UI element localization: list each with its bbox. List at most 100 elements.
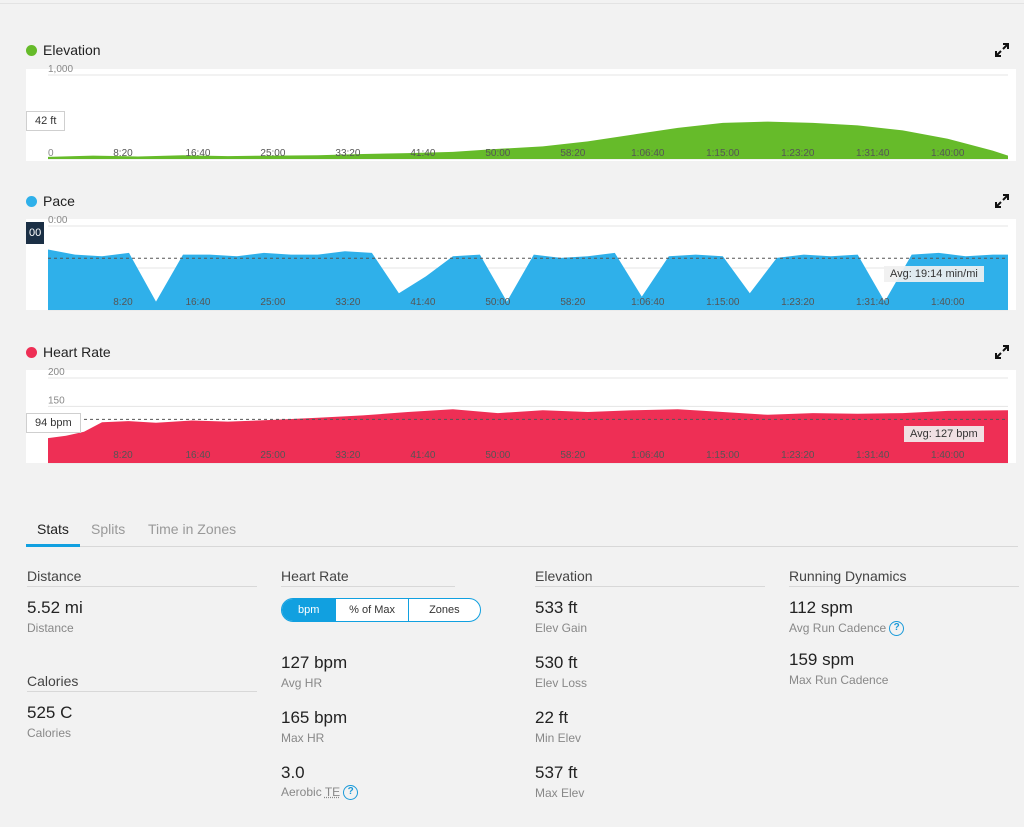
x-tick-label: 1:40:00 [931, 297, 965, 308]
expand-icon[interactable] [994, 42, 1010, 58]
x-tick-label: 50:00 [485, 450, 510, 461]
x-tick-label: 1:23:20 [781, 148, 815, 159]
x-tick-label: 58:20 [560, 148, 585, 159]
elevation-header: Elevation [26, 40, 1016, 62]
x-tick-label: 16:40 [185, 148, 210, 159]
heart-rate-plot-area[interactable]: 200150508:2016:4025:0033:2041:4050:0058:… [26, 367, 1016, 464]
x-tick-label: 8:20 [113, 297, 133, 308]
series-area [48, 121, 1008, 159]
x-tick-label: 58:20 [560, 297, 585, 308]
min-elev-label: Min Elev [535, 731, 582, 745]
aerobic-te-abbr: TE [324, 785, 341, 799]
elevation-svg: 1,000 0 8:20 16:40 25:00 33:20 41:40 50:00 58:20… [48, 64, 1008, 160]
elevation-tooltip: 42 ft [26, 111, 66, 131]
min-elev-value: 22 ft [535, 708, 569, 727]
x-tick-label: 25:00 [260, 297, 285, 308]
y-tick-label: 1,000 [48, 64, 73, 75]
x-tick-label: 1:15:00 [706, 297, 740, 308]
y-tick-label: 0:00 [48, 215, 68, 226]
pace-title: Pace [43, 193, 75, 209]
x-tick-label: 1:06:40 [631, 450, 665, 461]
max-hr-value: 165 bpm [281, 708, 348, 727]
max-cadence-value: 159 spm [789, 650, 855, 670]
x-tick-label: 16:40 [185, 450, 210, 461]
active-tab-indicator [26, 544, 80, 547]
pace-legend-dot [26, 196, 37, 207]
hr-unit-zones-option[interactable]: Zones [407, 599, 480, 621]
elevation-chart: Elevation 1,000 0 8:20 16:40 25:00 33:20 41:40… [26, 40, 1016, 161]
y-tick-label: 200 [48, 367, 65, 378]
distance-label: Distance [27, 621, 74, 635]
distance-header: Distance [27, 568, 257, 587]
x-tick-label: 8:20 [113, 148, 133, 159]
avg-hr-label: Avg HR [281, 676, 323, 690]
heart-rate-stats-header: Heart Rate [281, 568, 455, 587]
distance-value: 5.52 mi [27, 598, 83, 617]
x-tick-label: 41:40 [410, 450, 435, 461]
series-area [48, 249, 1008, 310]
avg-cadence-label: Avg Run Cadence? [789, 621, 1019, 637]
top-divider [0, 3, 1024, 4]
elevation-plot-area[interactable]: 1,000 0 8:20 16:40 25:00 33:20 41:40 50:00 58:20… [26, 64, 1016, 161]
help-icon[interactable]: ? [343, 785, 359, 801]
elevation-stats-header: Elevation [535, 568, 765, 587]
y-tick-label: 150 [48, 395, 65, 406]
heart-rate-header: Heart Rate [26, 342, 1016, 364]
heart-rate-svg: 200150508:2016:4025:0033:2041:4050:0058:… [48, 367, 1008, 464]
hr-unit-percent-max-option[interactable]: % of Max [335, 599, 407, 621]
hr-unit-bpm-option[interactable]: bpm [282, 599, 336, 621]
avg-cadence-value: 112 spm [789, 598, 853, 617]
pace-svg: 0:0025:0050:008:2016:4025:0033:2041:4050… [48, 215, 1008, 311]
heart-rate-stats-column: Heart Rate bpm % of Max Zones 127 bpm Av… [281, 568, 481, 801]
max-elev-value: 537 ft [535, 763, 578, 782]
elevation-legend-dot [26, 45, 37, 56]
pace-average-label: Avg: 19:14 min/mi [884, 266, 984, 282]
x-tick-label: 1:15:00 [706, 450, 740, 461]
tab-splits[interactable]: Splits [91, 521, 126, 537]
avg-hr-value: 127 bpm [281, 653, 348, 672]
x-tick-label: 41:40 [410, 148, 435, 159]
x-tick-label: 41:40 [410, 297, 435, 308]
elev-gain-label: Elev Gain [535, 621, 588, 635]
x-tick-label: 50:00 [485, 148, 510, 159]
calories-header: Calories [27, 673, 257, 692]
elevation-stats-column: Elevation 533 ft Elev Gain 530 ft Elev L… [535, 568, 765, 800]
x-tick-label: 25:00 [260, 148, 285, 159]
expand-icon[interactable] [994, 344, 1010, 360]
elev-gain-value: 533 ft [535, 598, 578, 617]
heart-rate-title: Heart Rate [43, 344, 111, 360]
x-tick-label: 50:00 [485, 297, 510, 308]
x-tick-label: 1:23:20 [781, 297, 815, 308]
aerobic-te-label-prefix: Aerobic [281, 785, 325, 799]
tab-time-in-zones[interactable]: Time in Zones [148, 521, 237, 537]
pace-plot-area[interactable]: 0:0025:0050:008:2016:4025:0033:2041:4050… [26, 215, 1016, 311]
x-tick-label: 16:40 [185, 297, 210, 308]
pace-tooltip: 00 [26, 222, 45, 244]
distance-column: Distance 5.52 mi Distance Calories 525 C… [27, 568, 257, 740]
running-dynamics-column: Running Dynamics 112 spm Avg Run Cadence… [789, 568, 1019, 687]
aerobic-te-label: Aerobic TE? [281, 785, 455, 801]
stats-tab-bar: Stats Splits Time in Zones [26, 515, 1018, 547]
elev-loss-value: 530 ft [535, 653, 578, 672]
pace-header: Pace [26, 191, 1016, 213]
max-cadence-label: Max Run Cadence [789, 673, 889, 688]
max-hr-label: Max HR [281, 731, 325, 745]
calories-value: 525 C [27, 703, 73, 722]
heart-rate-chart: Heart Rate 200150508:2016:4025:0033:2041… [26, 342, 1016, 464]
avg-cadence-label-text: Avg Run Cadence [789, 621, 887, 635]
aerobic-te-value: 3.0 [281, 763, 305, 782]
expand-icon[interactable] [994, 193, 1010, 209]
x-tick-label: 8:20 [113, 450, 133, 461]
x-tick-label: 1:31:40 [856, 148, 890, 159]
tab-stats[interactable]: Stats [37, 521, 69, 537]
pace-chart: Pace 0:0025:0050:008:2016:4025:0033:2041… [26, 191, 1016, 311]
max-elev-label: Max Elev [535, 786, 585, 800]
x-tick-label: 1:15:00 [706, 148, 740, 159]
x-tick-label: 1:40:00 [931, 148, 965, 159]
calories-label: Calories [27, 726, 72, 740]
help-icon[interactable]: ? [889, 621, 905, 637]
x-tick-label: 1:06:40 [631, 297, 665, 308]
heart-rate-legend-dot [26, 347, 37, 358]
x-tick-label: 1:31:40 [856, 297, 890, 308]
series-area [48, 409, 1008, 463]
